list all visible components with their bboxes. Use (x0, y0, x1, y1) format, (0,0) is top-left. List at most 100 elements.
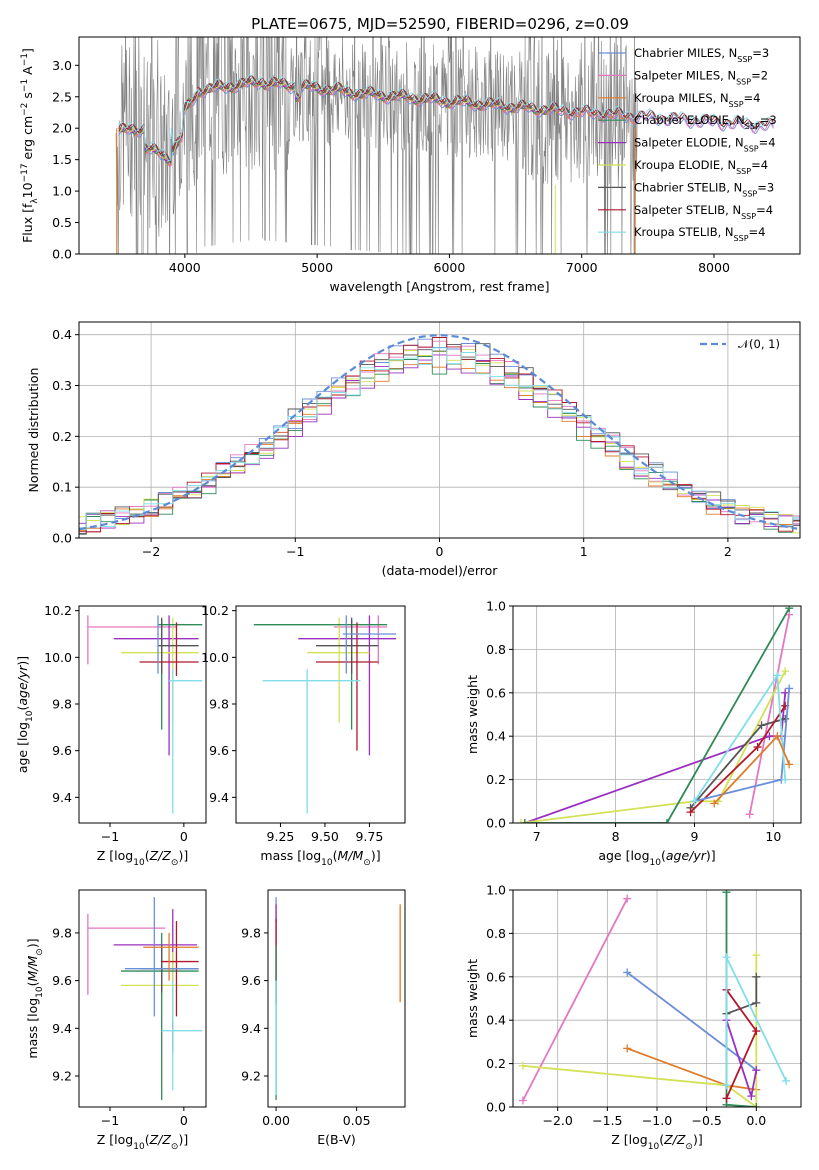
weight-marker (753, 743, 762, 752)
label-span: Z [log (97, 1132, 133, 1147)
label-span: =3 (757, 180, 774, 194)
label-span: )] (706, 848, 716, 863)
y-tick-label: 0.2 (486, 1056, 506, 1071)
spectrum-model-line (118, 77, 556, 161)
spectrum-ylabel: Flux [fλ10−17 erg cm−2 s−1 A−1] (20, 48, 40, 243)
weight-series (686, 701, 790, 817)
mass_vs_Z-axes: −1 0 9.2 9.4 9.6 9.8 (52, 925, 188, 1128)
x-tick-label: −0.5 (691, 1113, 721, 1128)
x-tick-label: 9.50 (311, 829, 339, 844)
label-span: ⊙ (171, 858, 179, 868)
errorbar-point (158, 620, 203, 730)
label-span: Kroupa STELIB, N (634, 225, 734, 239)
y-tick-label: 0.0 (52, 531, 72, 546)
spectrum-plot (115, 37, 774, 254)
residual-histogram (79, 337, 800, 533)
label-span: M/M (338, 848, 364, 863)
label-span: Z [log (97, 848, 133, 863)
label-span: Z/Z (149, 1132, 172, 1147)
label-span: Salpeter STELIB, N (634, 203, 741, 217)
errorbar-point (307, 617, 370, 723)
x-tick-label: 0 (180, 829, 188, 844)
label-span: Salpeter ELODIE, N (634, 136, 744, 150)
weight-line (524, 607, 790, 823)
weight-marker (722, 890, 731, 897)
y-tick-label: 2.0 (52, 121, 72, 136)
label-span: SSP (734, 234, 749, 243)
residual-histogram (79, 362, 800, 531)
label-span: SSP (745, 122, 760, 131)
x-tick-label: 9.25 (267, 829, 295, 844)
label-span: Kroupa ELODIE, N (634, 158, 736, 172)
errorbar-point (113, 615, 199, 756)
weight-marker (686, 808, 695, 817)
mass_vs_ebv-axes: 0.00 0.05 9.2 9.4 9.6 9.8 (241, 925, 370, 1128)
label-span: SSP (742, 189, 757, 198)
label-span: 10 (321, 858, 333, 868)
weight_vs_Z-plot (518, 890, 791, 1107)
weight-marker (710, 799, 719, 808)
label-span: ⊙ (171, 1142, 179, 1152)
label-span: Z [log (611, 1132, 647, 1147)
y-tick-label: 0.6 (486, 969, 506, 984)
label-span: SSP (736, 77, 751, 86)
label-span: A (20, 66, 35, 79)
weight-marker (773, 732, 782, 741)
y-tick-label: 9.4 (241, 1021, 261, 1036)
weight_vs_age-plot (516, 606, 794, 823)
y-tick-label: 0.4 (486, 1013, 506, 1028)
x-tick-label: −2 (142, 544, 160, 559)
weight-marker (520, 819, 529, 823)
label-span: 10 (648, 1142, 660, 1152)
errorbar-point (87, 615, 177, 665)
weight-marker (518, 1096, 527, 1105)
errorbar-point (143, 932, 199, 981)
weight-marker (781, 714, 790, 723)
y-tick-label: 0.5 (52, 215, 72, 230)
weight-marker (752, 1027, 761, 1036)
label-span: λ (30, 198, 40, 204)
weight-line (725, 989, 758, 1099)
y-tick-label: 0.4 (486, 729, 506, 744)
errorbar-point (121, 617, 199, 723)
label-span: age/yr (666, 848, 707, 863)
y-tick-label: 10.2 (44, 603, 72, 618)
x-tick-label: −1 (101, 829, 119, 844)
x-tick-label: 9.75 (355, 829, 383, 844)
weight-series (690, 684, 794, 806)
errorbar-point (342, 615, 397, 674)
weight-marker (623, 1044, 632, 1053)
weight-marker (722, 953, 731, 962)
mass_vs_Z-plot (87, 897, 203, 1100)
weight-series (690, 671, 790, 806)
label-span: =4 (749, 225, 766, 239)
y-tick-label: 1.0 (52, 184, 72, 199)
weight_vs_Z-ylabel: mass weight (465, 959, 480, 1038)
x-tick-label: 0 (180, 1113, 188, 1128)
weight-marker (773, 671, 782, 680)
weight_vs_Z-frame (512, 889, 802, 1108)
label-span: SSP (744, 144, 759, 153)
label-span: age [log (598, 848, 649, 863)
errorbar-point (316, 617, 379, 674)
y-tick-label: 9.4 (52, 790, 72, 805)
label-span: Kroupa MILES, N (634, 91, 729, 105)
errorbar-point (333, 615, 388, 665)
age_vs_mass-frame (235, 605, 406, 824)
y-tick-label: 9.2 (52, 1069, 72, 1084)
errorbar-point (298, 615, 397, 756)
weight-series (710, 732, 794, 808)
weight-line (748, 614, 791, 815)
label-span: M/M (25, 955, 40, 981)
label-span: age [log (15, 722, 30, 773)
x-tick-label: −1.5 (592, 1113, 622, 1128)
weight-series (722, 953, 791, 1090)
label-span: mass [log (260, 848, 321, 863)
y-tick-label: 0.6 (486, 685, 506, 700)
y-tick-label: 0.8 (486, 926, 506, 941)
label-span: wavelength [Angstrom, rest frame] (329, 279, 549, 294)
y-tick-label: 0.8 (486, 642, 506, 657)
y-tick-label: 0.2 (486, 772, 506, 787)
label-span: Chabrier MILES, N (634, 46, 737, 60)
weight-line (626, 971, 757, 1071)
